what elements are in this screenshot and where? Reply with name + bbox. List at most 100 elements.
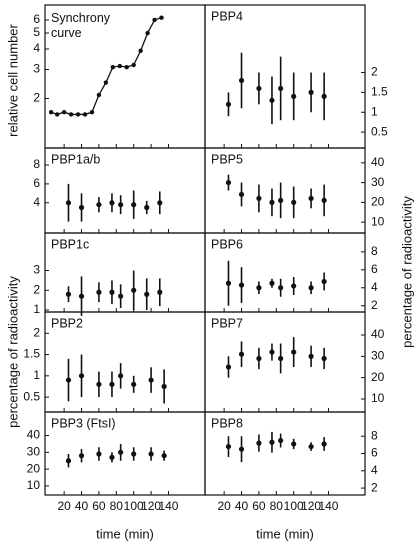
y-tick-label: 4 [33, 195, 40, 209]
data-point [145, 30, 150, 36]
y-tick-label: 3 [33, 263, 40, 277]
data-point [291, 93, 297, 99]
y-tick-label: 40 [371, 155, 385, 169]
data-point [238, 446, 245, 452]
y-tick-label: 20 [371, 195, 385, 209]
data-point [225, 443, 232, 450]
data-point [291, 283, 297, 289]
data-point [148, 451, 154, 457]
data-point [321, 197, 327, 203]
y-tick-label: 8 [371, 244, 378, 258]
data-point [225, 364, 232, 370]
data-point [117, 63, 122, 69]
data-point [278, 355, 284, 362]
panel-title: PBP1c [51, 237, 89, 251]
y-tick-label: 20 [27, 461, 41, 475]
data-point [65, 291, 72, 297]
panel-title-box: Synchrony curve [51, 11, 110, 40]
y-tick-label: 6 [33, 176, 40, 190]
data-point [109, 381, 115, 387]
x-tick-label: 40 [235, 499, 249, 513]
data-point [308, 353, 314, 359]
y-tick-label: 4 [33, 41, 40, 55]
y-tick-label: 1.5 [23, 347, 40, 361]
data-point [321, 93, 327, 99]
data-point [118, 373, 124, 379]
data-point [256, 355, 262, 362]
y-tick-label: 1 [33, 302, 40, 316]
data-point [131, 287, 137, 293]
y-tick-label: 2 [371, 65, 378, 79]
data-point [131, 62, 136, 68]
data-point [75, 112, 81, 117]
y-tick-label: 6 [371, 262, 378, 276]
y-tick-label: 1.5 [371, 85, 388, 99]
data-point [256, 440, 262, 446]
data-point [159, 15, 164, 20]
y-tick-label: 3 [33, 62, 40, 76]
data-point [308, 443, 314, 450]
y-tick-label: 30 [371, 349, 385, 363]
data-point [238, 282, 245, 288]
y-tick-label: 1 [371, 104, 378, 118]
panel-title: PBP2 [51, 316, 83, 330]
data-point [278, 85, 284, 92]
data-point [65, 458, 72, 464]
x-axis-label: time (min) [256, 526, 314, 541]
y-tick-label: 20 [371, 370, 385, 384]
data-point [144, 291, 150, 297]
panel-title: PBP6 [211, 237, 243, 251]
data-point [321, 441, 327, 447]
panel-title: PBP4 [211, 9, 243, 23]
data-point [89, 110, 95, 115]
data-point [78, 373, 85, 379]
data-point [61, 110, 67, 115]
data-point [238, 351, 245, 357]
data-point [269, 349, 275, 355]
data-point [96, 381, 102, 387]
x-tick-label: 140 [158, 499, 178, 513]
y-tick-label: 10 [27, 478, 41, 492]
panel-title: PBP5 [211, 152, 243, 166]
panel-title: PBP8 [211, 416, 243, 430]
data-point [256, 195, 262, 202]
y-axis-label: percentage of radioactivity [5, 276, 20, 428]
x-tick-label: 60 [92, 499, 106, 513]
y-tick-label: 10 [371, 214, 385, 228]
data-point [138, 48, 143, 53]
data-point [124, 64, 129, 70]
x-tick-label: 140 [318, 499, 338, 513]
data-point [78, 204, 85, 211]
data-point [68, 112, 74, 117]
y-tick-label: 40 [27, 428, 41, 442]
data-point [278, 437, 284, 444]
y-tick-label: 2 [33, 282, 40, 296]
data-point [96, 451, 102, 457]
y-tick-label: 8 [371, 428, 378, 442]
data-point [118, 202, 124, 208]
x-axis-label: time (min) [96, 526, 154, 541]
y-axis-label: percentage of radioactivity [399, 196, 414, 348]
y-tick-label: 2 [33, 91, 40, 105]
y-tick-label: 2 [371, 298, 378, 312]
data-point [96, 92, 102, 98]
x-tick-label: 20 [217, 499, 231, 513]
data-point [278, 285, 284, 291]
panel-title: PBP1a/b [51, 152, 100, 166]
y-tick-label: 4 [371, 463, 378, 477]
data-point [48, 110, 54, 115]
data-point [256, 85, 262, 92]
data-point [308, 285, 314, 291]
x-tick-label: 120 [301, 499, 321, 513]
data-point [118, 449, 124, 455]
data-point [109, 289, 115, 295]
data-point [238, 191, 245, 198]
y-tick-label: 40 [371, 327, 385, 341]
x-tick-label: 120 [141, 499, 161, 513]
y-tick-label: 2 [33, 325, 40, 339]
y-tick-label: 8 [33, 157, 40, 171]
data-point [321, 278, 327, 285]
data-point [65, 377, 72, 383]
data-point [96, 289, 102, 295]
